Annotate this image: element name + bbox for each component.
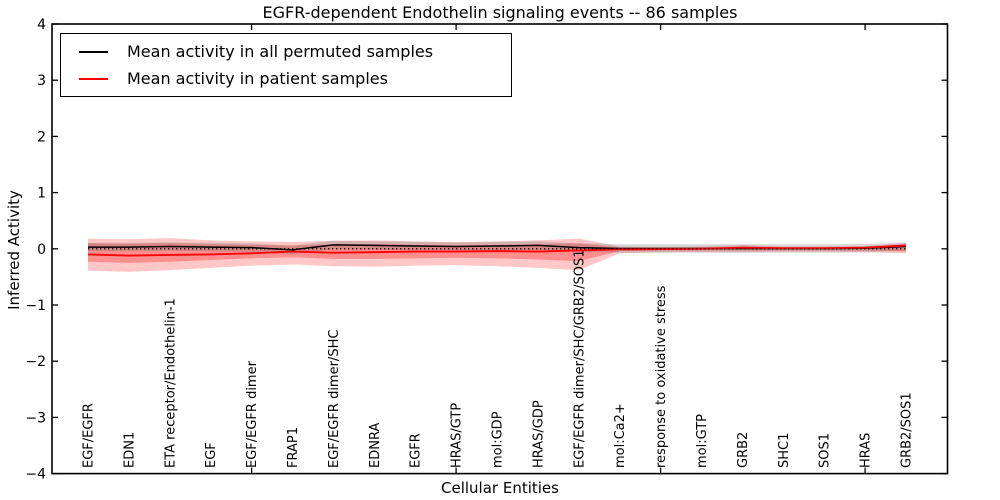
x-tick-label: mol:GTP <box>695 414 710 468</box>
y-tick-label: 2 <box>37 129 46 145</box>
legend-line-permuted-sample-icon <box>79 50 108 53</box>
x-tick-label: FRAP1 <box>286 427 301 468</box>
x-tick-label: GRB2/SOS1 <box>900 392 915 468</box>
x-tick-label: EGF/EGFR <box>82 403 97 468</box>
x-tick-label: HRAS/GTP <box>450 403 465 468</box>
x-tick-label: HRAS/GDP <box>531 400 546 468</box>
x-tick-label: EGF <box>204 442 219 468</box>
x-tick-label: EDNRA <box>368 423 383 468</box>
legend-line-patient-sample-icon <box>79 77 108 80</box>
y-tick-label: 0 <box>37 242 46 258</box>
mean-patient-line <box>87 244 907 257</box>
x-tick-label: HRAS <box>859 433 874 468</box>
x-tick-label: GRB2 <box>736 432 751 468</box>
y-tick-label: 3 <box>37 73 46 89</box>
x-tick-label: EGF/EGFR dimer/SHC <box>327 330 342 468</box>
y-tick-label: −3 <box>25 410 46 426</box>
x-axis-label: Cellular Entities <box>441 479 559 497</box>
x-tick-label: EGF/EGFR dimer/SHC/GRB2/SOS1 <box>572 250 587 469</box>
legend-label-patient: Mean activity in patient samples <box>127 69 388 88</box>
x-tick-label: EDN1 <box>122 432 137 468</box>
y-tick-label: 1 <box>37 186 46 202</box>
legend-label-permuted: Mean activity in all permuted samples <box>127 42 434 61</box>
x-tick-label: SOS1 <box>818 433 833 468</box>
x-tick-label: mol:GDP <box>491 411 506 468</box>
legend: Mean activity in all permuted samples Me… <box>60 33 512 97</box>
patient-band-outer <box>88 238 906 272</box>
x-tick-label: EGFR <box>409 433 424 468</box>
x-tick-label: response to oxidative stress <box>654 285 669 468</box>
x-tick-label: mol:Ca2+ <box>613 403 628 468</box>
legend-entry-permuted: Mean activity in all permuted samples <box>61 42 511 61</box>
y-axis-label: Inferred Activity <box>5 190 23 310</box>
chart-title: EGFR-dependent Endothelin signaling even… <box>262 3 738 22</box>
x-tick-label: ETA receptor/Endothelin-1 <box>163 298 178 468</box>
y-tick-label: −1 <box>25 298 46 314</box>
x-tick-label: SHC1 <box>777 433 792 468</box>
x-tick-label: EGF/EGFR dimer <box>245 360 260 468</box>
y-tick-label: −2 <box>25 354 46 370</box>
legend-entry-patient: Mean activity in patient samples <box>61 69 511 88</box>
y-tick-label: −4 <box>25 467 46 483</box>
y-tick-label: 4 <box>37 17 46 33</box>
